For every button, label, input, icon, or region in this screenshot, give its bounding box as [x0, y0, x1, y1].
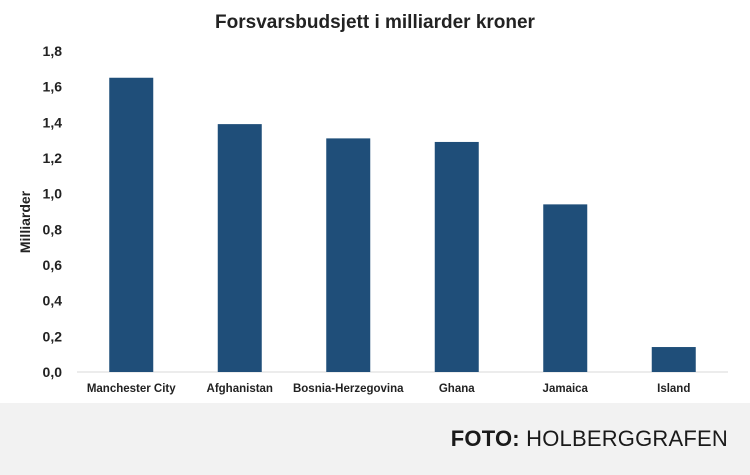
bar — [109, 77, 154, 372]
bar — [326, 138, 371, 372]
y-tick-label: 1,4 — [43, 114, 63, 130]
bar — [217, 124, 262, 372]
x-category-label: Afghanistan — [207, 383, 273, 395]
bars-group — [109, 77, 696, 372]
x-axis-categories: Manchester City Afghanistan Bosnia-Herzego… — [87, 383, 691, 395]
y-tick-label: 0,2 — [43, 328, 63, 344]
chart-title: Forsvarsbudsjett i milliarder kroner — [215, 12, 536, 33]
y-tick-label: 0,4 — [43, 293, 63, 309]
x-category-label: Bosnia-Herzegovina — [293, 383, 404, 395]
x-category-label: Island — [657, 383, 690, 395]
bar — [651, 347, 696, 372]
y-axis-ticks: 0,0 0,2 0,4 0,6 0,8 1,0 1,2 1,4 1,6 1,8 — [43, 43, 63, 380]
x-category-label: Ghana — [439, 383, 475, 395]
photo-credit: FOTO: HOLBERGGRAFEN — [451, 426, 728, 452]
credit-label: FOTO: — [450, 426, 520, 451]
credit-source: HOLBERGGRAFEN — [526, 426, 728, 451]
y-tick-label: 0,0 — [43, 364, 63, 380]
bar-chart: Forsvarsbudsjett i milliarder kroner Mil… — [17, 12, 728, 395]
y-tick-label: 1,0 — [43, 186, 63, 202]
bar — [543, 204, 588, 372]
y-tick-label: 1,8 — [43, 43, 63, 59]
chart-panel: Forsvarsbudsjett i milliarder kroner Mil… — [0, 0, 750, 403]
y-axis-label: Milliarder — [17, 190, 33, 253]
y-tick-label: 0,8 — [43, 221, 63, 237]
x-category-label: Jamaica — [543, 383, 589, 395]
y-tick-label: 0,6 — [43, 257, 63, 273]
y-tick-label: 1,6 — [43, 79, 63, 95]
bar — [434, 141, 479, 372]
x-category-label: Manchester City — [87, 383, 176, 395]
y-tick-label: 1,2 — [43, 150, 63, 166]
